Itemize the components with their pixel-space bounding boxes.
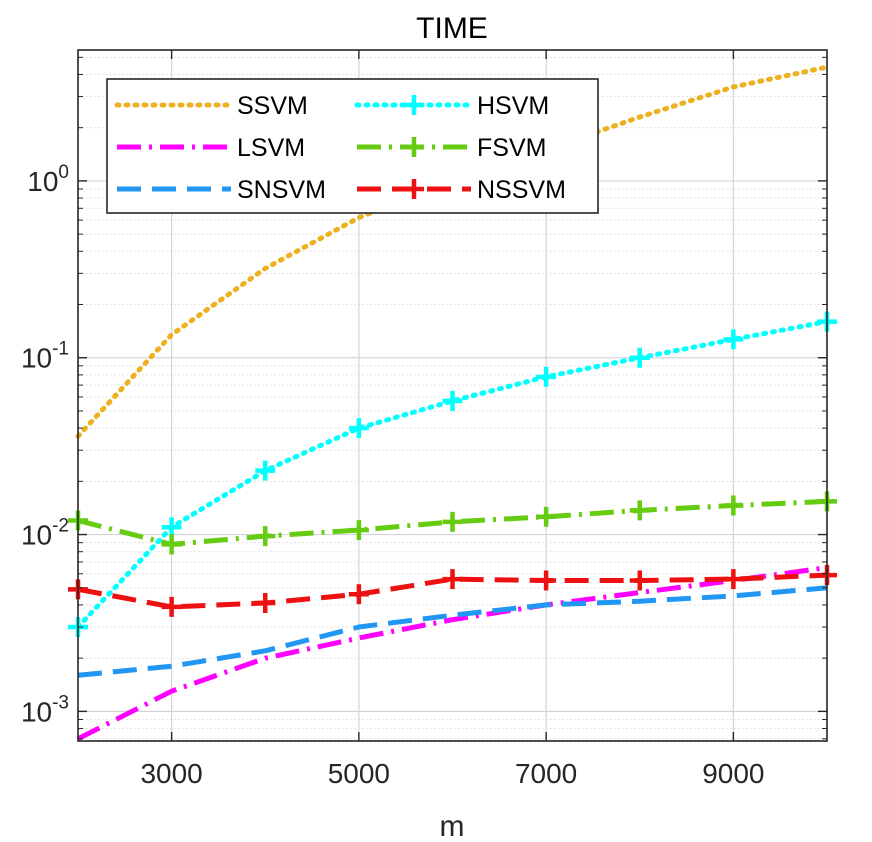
- series-lsvm: [76, 565, 828, 742]
- marker-nssvm: [723, 569, 744, 590]
- x-axis-label: m: [440, 810, 465, 842]
- marker-fsvm: [161, 534, 182, 555]
- marker-fsvm: [348, 520, 369, 541]
- y-tick-label: 10-2: [21, 516, 69, 551]
- series-snsvm: [77, 585, 828, 678]
- line-hsvm: [75, 319, 830, 630]
- y-tick-label: 100: [27, 162, 69, 197]
- legend-item-fsvm: FSVM: [357, 134, 546, 162]
- legend-item-hsvm: HSVM: [354, 92, 549, 120]
- plot-frame: [77, 49, 828, 742]
- legend-item-lsvm: LSVM: [117, 134, 305, 162]
- marker-hsvm: [536, 366, 557, 387]
- marker-hsvm: [255, 460, 276, 481]
- legend-item-ssvm: SSVM: [114, 92, 308, 120]
- line-nssvm: [77, 572, 828, 610]
- line-lsvm: [76, 565, 828, 742]
- marker-fsvm: [629, 500, 650, 521]
- legend-item-nssvm: NSSVM: [357, 176, 566, 204]
- legend-marker: [404, 95, 424, 115]
- chart-title: TIME: [416, 12, 488, 45]
- marker-nssvm: [255, 593, 276, 614]
- marker-nssvm: [629, 570, 650, 591]
- axis-ticks: 10-3 10-2 10-1 100 3000 5000 7000 9000: [21, 50, 827, 789]
- marker-fsvm: [442, 511, 463, 532]
- legend-label: HSVM: [477, 92, 549, 120]
- x-tick-label: 3000: [140, 758, 202, 789]
- legend-label: LSVM: [237, 134, 305, 162]
- marker-hsvm: [161, 517, 182, 538]
- legend-label: SNSVM: [237, 176, 326, 204]
- legend-marker: [404, 179, 424, 199]
- legend-label: SSVM: [237, 92, 308, 120]
- marker-nssvm: [442, 569, 463, 590]
- legend-label: FSVM: [477, 134, 546, 162]
- marker-fsvm: [255, 526, 276, 547]
- legend-label: NSSVM: [477, 176, 566, 204]
- y-tick-label: 10-3: [21, 692, 69, 727]
- marker-hsvm: [629, 347, 650, 368]
- x-tick-label: 9000: [702, 758, 764, 789]
- series-nssvm: [68, 565, 837, 617]
- series-fsvm: [68, 491, 837, 555]
- line-snsvm: [77, 585, 828, 678]
- marker-fsvm: [536, 506, 557, 527]
- marker-hsvm: [723, 329, 744, 350]
- legend: SSVM LSVM SNSVM HSVM FSVM NSSVM: [106, 78, 599, 214]
- y-tick-label: 10-1: [21, 339, 69, 374]
- marker-nssvm: [161, 596, 182, 617]
- x-tick-label: 5000: [328, 758, 390, 789]
- marker-fsvm: [723, 495, 744, 516]
- marker-hsvm: [348, 418, 369, 439]
- marker-nssvm: [536, 570, 557, 591]
- legend-item-snsvm: SNSVM: [117, 176, 326, 204]
- marker-hsvm: [442, 390, 463, 411]
- legend-marker: [404, 137, 424, 157]
- x-tick-label: 7000: [515, 758, 577, 789]
- marker-nssvm: [348, 584, 369, 605]
